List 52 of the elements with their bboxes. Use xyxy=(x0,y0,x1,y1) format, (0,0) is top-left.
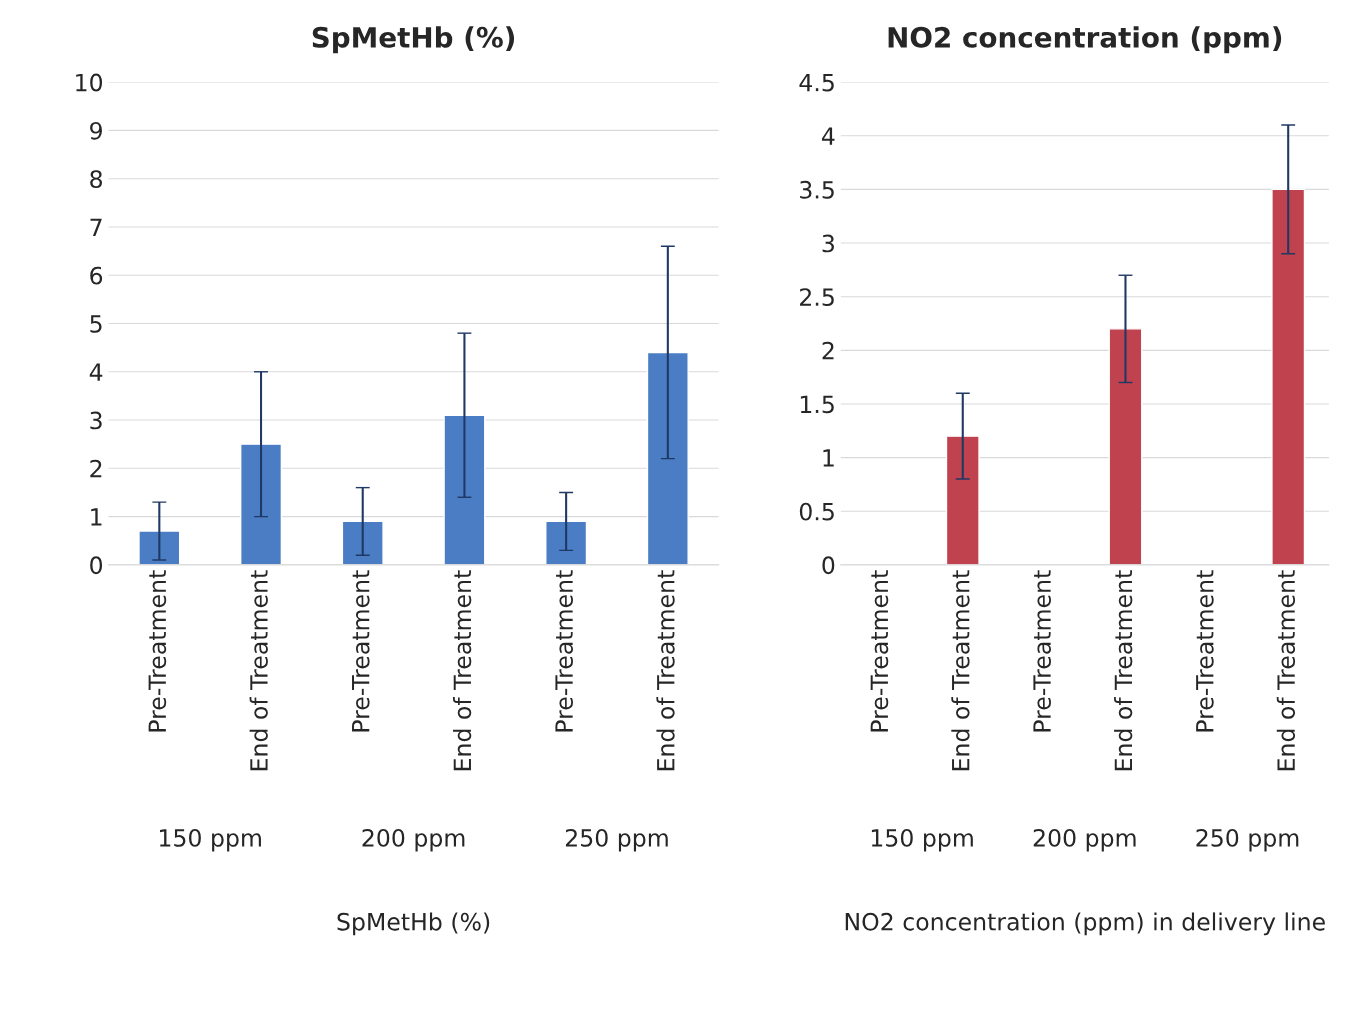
y-tick-label: 2.5 xyxy=(800,288,834,306)
y-tick-label: 1 xyxy=(823,449,834,467)
text: 250 ppm xyxy=(1196,828,1299,852)
bar xyxy=(239,443,283,565)
x-tick-label: End of Treatment xyxy=(656,570,675,771)
x-tick-label: End of Treatment xyxy=(453,570,472,771)
y-tick-label: 2 xyxy=(90,459,102,478)
text: 250 ppm xyxy=(565,828,668,852)
y-tick-label: 9 xyxy=(90,121,102,140)
y-tick-label: 5 xyxy=(90,315,102,333)
bar xyxy=(1108,328,1143,565)
x-tick-label: End of Treatment xyxy=(1276,570,1296,771)
y-tick-label: 0 xyxy=(90,556,103,575)
text: 150 ppm xyxy=(871,828,973,852)
chart-title: SpMetHb (%) xyxy=(312,26,515,54)
bar xyxy=(1271,188,1306,565)
y-tick-label: 2 xyxy=(822,341,834,360)
bar xyxy=(138,530,181,565)
x-tick-label: Pre-Treatment xyxy=(1196,570,1214,732)
x-axis-title: SpMetHb (%) xyxy=(337,912,490,936)
y-tick-label: 4 xyxy=(821,127,835,145)
bar xyxy=(945,435,980,565)
y-tick-label: 10 xyxy=(76,73,103,92)
bar xyxy=(545,520,588,565)
y-tick-label: 1 xyxy=(91,508,102,526)
x-tick-label: End of Treatment xyxy=(249,570,268,771)
y-tick-label: 3 xyxy=(822,234,834,253)
y-tick-label: 0 xyxy=(822,556,835,575)
bar xyxy=(443,414,486,565)
y-tick-label: 0.5 xyxy=(799,502,834,521)
x-tick-label: End of Treatment xyxy=(1114,570,1133,771)
y-tick-label: 3.5 xyxy=(800,180,834,199)
y-tick-label: 8 xyxy=(90,170,102,188)
x-tick-label: Pre-Treatment xyxy=(555,570,573,732)
y-tick-label: 7 xyxy=(90,218,102,236)
text: 150 ppm xyxy=(160,828,261,852)
x-tick-label: Pre-Treatment xyxy=(870,570,889,732)
y-tick-label: 6 xyxy=(90,266,103,285)
bar xyxy=(341,520,384,565)
bar xyxy=(646,351,689,565)
x-axis-title: NO2 concentration (ppm) in delivery line xyxy=(845,912,1325,936)
y-tick-label: 4.5 xyxy=(799,73,834,92)
x-tick-label: Pre-Treatment xyxy=(148,570,167,732)
x-tick-label: End of Treatment xyxy=(951,570,970,771)
y-tick-label: 4 xyxy=(89,363,103,381)
text: 200 ppm xyxy=(362,828,465,852)
chart-title: NO2 concentration (ppm) xyxy=(888,26,1282,54)
x-tick-label: Pre-Treatment xyxy=(1033,570,1051,732)
x-tick-label: Pre-Treatment xyxy=(352,570,370,732)
y-tick-label: 3 xyxy=(90,411,102,430)
y-tick-label: 1.5 xyxy=(800,395,834,414)
text: 200 ppm xyxy=(1033,828,1136,852)
